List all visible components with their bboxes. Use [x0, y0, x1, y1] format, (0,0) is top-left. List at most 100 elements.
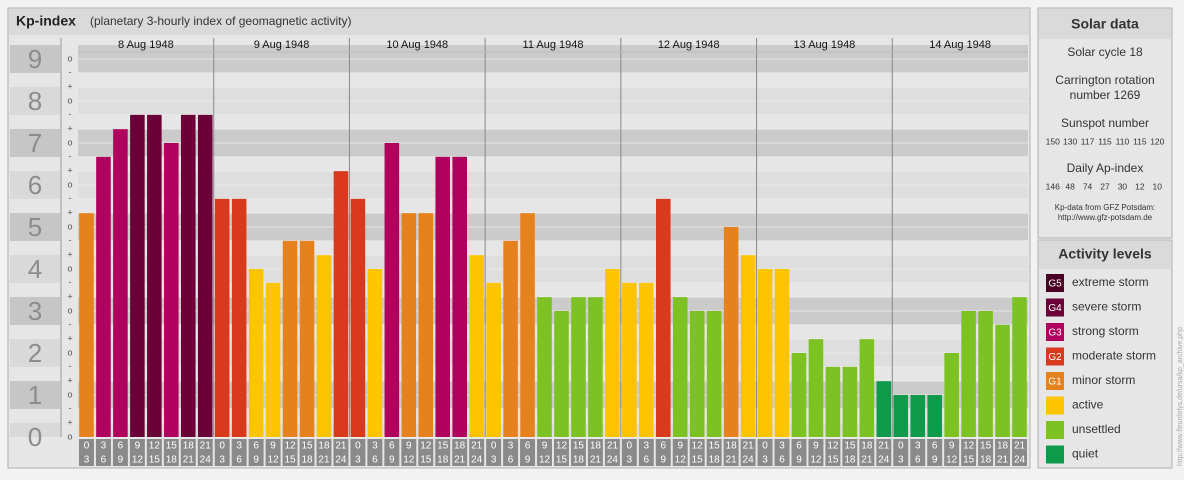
x-tick-label: 6	[660, 441, 666, 452]
bar	[248, 269, 264, 437]
legend-header	[1039, 241, 1171, 269]
hour-box	[927, 439, 943, 466]
chart-subtitle: (planetary 3-hourly index of geomagnetic…	[90, 14, 351, 28]
x-tick-label: 9	[525, 455, 531, 466]
bar	[164, 143, 179, 437]
x-tick-label: 21	[335, 441, 347, 452]
x-tick-label: 12	[403, 455, 415, 466]
y-tick-label: 3	[28, 296, 42, 326]
x-tick-label: 9	[118, 455, 124, 466]
x-tick-label: 3	[372, 441, 378, 452]
solar-header	[1039, 9, 1171, 39]
x-tick-label: 0	[898, 441, 904, 452]
legend-swatch	[1046, 372, 1064, 390]
bar	[757, 269, 773, 437]
x-tick-label: 21	[743, 441, 755, 452]
x-tick-label: 0	[84, 441, 90, 452]
y-tick-label: 8	[28, 86, 42, 116]
bar	[333, 171, 349, 437]
x-tick-label: 6	[796, 441, 802, 452]
bar	[130, 114, 145, 438]
x-tick-label: 3	[779, 441, 785, 452]
hour-box	[893, 439, 909, 466]
bar	[367, 269, 383, 437]
hour-box	[265, 439, 281, 466]
hour-box	[367, 439, 383, 466]
minor-tick-label: -	[69, 361, 72, 371]
sunspot-value: 115	[1098, 136, 1112, 146]
legend-label: severe storm	[1072, 300, 1141, 314]
hour-box	[333, 439, 349, 466]
y-tick-label: 9	[28, 44, 42, 74]
hour-box	[299, 439, 315, 466]
bar	[1012, 297, 1027, 437]
hour-box	[452, 439, 468, 466]
bar	[723, 227, 739, 437]
minor-tick-label: -	[69, 277, 72, 287]
bar	[418, 213, 434, 437]
legend-label: quiet	[1072, 447, 1099, 461]
carrington: Carrington rotation	[1055, 73, 1154, 87]
x-tick-label: 18	[709, 455, 721, 466]
minor-tick-label: -	[69, 67, 72, 77]
x-tick-label: 15	[692, 455, 704, 466]
x-tick-label: 6	[253, 441, 259, 452]
hour-box	[316, 439, 332, 466]
x-tick-label: 24	[743, 455, 755, 466]
x-tick-label: 9	[406, 441, 412, 452]
x-tick-label: 9	[253, 455, 259, 466]
x-tick-label: 6	[118, 441, 124, 452]
x-tick-label: 3	[627, 455, 633, 466]
bar	[588, 297, 603, 437]
y-label-box	[10, 129, 60, 157]
bar	[910, 395, 926, 437]
x-tick-label: 12	[268, 455, 280, 466]
hour-box	[163, 439, 179, 466]
minor-tick-label: -	[69, 403, 72, 413]
hour-box	[282, 439, 298, 466]
x-tick-label: 21	[726, 455, 738, 466]
bar	[452, 156, 467, 438]
bar	[791, 353, 807, 437]
legend-label: extreme storm	[1072, 275, 1149, 289]
ap-value: 10	[1153, 181, 1163, 191]
x-tick-label: 6	[372, 455, 378, 466]
bar	[876, 381, 892, 437]
minor-tick-label: +	[67, 292, 72, 302]
hour-box	[689, 439, 705, 466]
legend-badge: G1	[1048, 377, 1062, 388]
hour-box	[384, 439, 400, 466]
hour-box	[842, 439, 858, 466]
ap-value: 74	[1083, 181, 1093, 191]
bar	[350, 198, 366, 437]
date-label: 10 Aug 1948	[386, 39, 448, 51]
legend-badge: G4	[1048, 303, 1062, 314]
solar-title: Solar data	[1071, 16, 1139, 32]
bar	[113, 129, 128, 437]
x-tick-label: 15	[980, 441, 992, 452]
bar	[384, 143, 400, 437]
minor-tick-label: +	[67, 376, 72, 386]
minor-tick-label: +	[67, 124, 72, 134]
x-tick-label: 18	[590, 441, 602, 452]
hour-box	[554, 439, 569, 466]
minor-tick-label: -	[69, 235, 72, 245]
date-label: 12 Aug 1948	[658, 39, 720, 51]
x-tick-label: 3	[236, 441, 242, 452]
x-tick-label: 18	[844, 455, 856, 466]
x-tick-label: 21	[454, 455, 466, 466]
minor-tick-label: o	[67, 431, 72, 441]
minor-tick-label: o	[67, 263, 72, 273]
legend-swatch	[1046, 274, 1064, 292]
bar	[740, 255, 756, 437]
x-tick-label: 9	[542, 441, 548, 452]
x-tick-label: 18	[454, 441, 466, 452]
hour-box	[604, 439, 620, 466]
legend-label: unsettled	[1072, 422, 1121, 436]
x-tick-label: 6	[644, 455, 650, 466]
legend-title: Activity levels	[1058, 246, 1152, 262]
x-tick-label: 15	[709, 441, 721, 452]
title-bar	[9, 9, 1029, 35]
credit: http://www.fleurdelys.de/ursa/kp_archive…	[1177, 327, 1184, 466]
solar-panel	[1037, 7, 1173, 239]
